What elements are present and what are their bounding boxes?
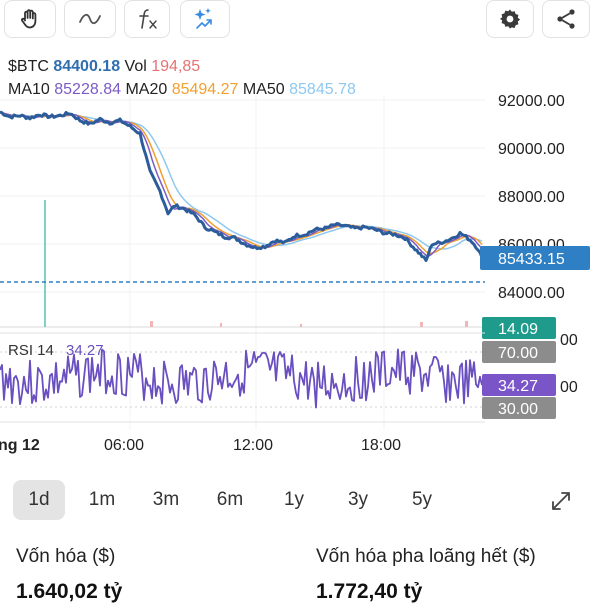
price-value: 84400.18 bbox=[53, 58, 121, 75]
hand-tool-button[interactable] bbox=[4, 0, 56, 38]
expand-icon bbox=[552, 492, 570, 510]
toolbar bbox=[0, 0, 600, 40]
timeframe-selector: 1d 1m 3m 6m 1y 3y 5y bbox=[10, 476, 590, 524]
rsi-value-badge: 34.27 bbox=[482, 374, 556, 396]
current-price-text: 85433.15 bbox=[498, 251, 565, 268]
price-legend: $BTC 84400.18 Vol 194,85 bbox=[8, 58, 200, 76]
volume-badge-text: 14.09 bbox=[498, 321, 538, 338]
fullscreen-button[interactable] bbox=[544, 484, 578, 518]
rsi-lower-badge: 30.00 bbox=[482, 397, 556, 419]
price-tick: 88000.00 bbox=[498, 189, 565, 206]
time-tick: 06:00 bbox=[104, 437, 144, 454]
share-icon bbox=[557, 9, 575, 29]
ma50-line bbox=[0, 111, 483, 250]
gear-icon bbox=[499, 9, 521, 29]
time-tick: ng 12 bbox=[0, 437, 40, 454]
volume-bars bbox=[150, 321, 468, 327]
fdv-value: 1.772,40 tỷ bbox=[316, 580, 423, 603]
symbol-label: $BTC bbox=[8, 58, 49, 75]
time-tick: 12:00 bbox=[233, 437, 273, 454]
timeframe-3m[interactable]: 3m bbox=[152, 489, 180, 510]
current-price-badge: 85433.15 bbox=[480, 246, 590, 270]
market-cap-value: 1.640,02 tỷ bbox=[16, 580, 123, 603]
curve-icon bbox=[79, 13, 101, 25]
timeframe-3y[interactable]: 3y bbox=[347, 489, 369, 510]
share-button[interactable] bbox=[542, 0, 590, 38]
rsi-upper-badge: 70.00 bbox=[482, 341, 556, 363]
ma50-label: MA50 bbox=[242, 81, 285, 98]
price-tick: 92000.00 bbox=[498, 93, 565, 110]
curve-tool-button[interactable] bbox=[64, 0, 116, 38]
settings-button[interactable] bbox=[486, 0, 534, 38]
vol-label: Vol bbox=[124, 58, 147, 75]
ma10-value: 85228.84 bbox=[54, 81, 121, 98]
rsi-value-text: 34.27 bbox=[498, 378, 538, 395]
ma-legend: MA10 85228.84 MA20 85494.27 MA50 85845.7… bbox=[8, 81, 356, 99]
rsi-axis-partial: 00 bbox=[560, 332, 578, 349]
ma20-line bbox=[0, 111, 483, 254]
rsi-value-label: 34.27 bbox=[66, 342, 104, 359]
time-axis: ng 12 06:00 12:00 18:00 bbox=[0, 437, 401, 454]
rsi-line bbox=[0, 348, 483, 409]
timeframe-1d[interactable]: 1d bbox=[13, 480, 65, 520]
timeframe-1y[interactable]: 1y bbox=[283, 489, 305, 510]
ma20-label: MA20 bbox=[125, 81, 168, 98]
price-tick: 90000.00 bbox=[498, 141, 565, 158]
time-tick: 18:00 bbox=[361, 437, 401, 454]
hand-icon bbox=[21, 9, 37, 29]
ma10-label: MA10 bbox=[8, 81, 50, 98]
function-tool-button[interactable] bbox=[124, 0, 170, 38]
ma50-value: 85845.78 bbox=[289, 81, 356, 98]
price-tick: 84000.00 bbox=[498, 285, 565, 302]
market-cap-label: Vốn hóa ($) bbox=[16, 546, 116, 567]
volume-badge: 14.09 bbox=[482, 317, 556, 339]
sparkle-icon bbox=[194, 8, 212, 29]
rsi-upper-text: 70.00 bbox=[498, 345, 538, 362]
timeframe-6m[interactable]: 6m bbox=[216, 489, 244, 510]
rsi-lower-text: 30.00 bbox=[498, 401, 538, 418]
rsi-axis-partial: 00 bbox=[560, 379, 578, 396]
price-chart[interactable]: 92000.00 90000.00 88000.00 86000.00 8400… bbox=[0, 0, 600, 470]
ma20-value: 85494.27 bbox=[171, 81, 239, 98]
timeframe-5y[interactable]: 5y bbox=[411, 489, 433, 510]
vol-value: 194,85 bbox=[151, 58, 201, 75]
price-axis: 92000.00 90000.00 88000.00 86000.00 8400… bbox=[498, 93, 565, 302]
price-gridlines bbox=[0, 95, 485, 430]
timeframe-1m[interactable]: 1m bbox=[88, 489, 116, 510]
fdv-label: Vốn hóa pha loãng hết ($) bbox=[316, 546, 536, 567]
rsi-label: RSI 14 bbox=[8, 342, 54, 359]
ai-tool-button[interactable] bbox=[180, 0, 230, 38]
price-line bbox=[0, 110, 484, 262]
function-icon bbox=[139, 9, 157, 29]
